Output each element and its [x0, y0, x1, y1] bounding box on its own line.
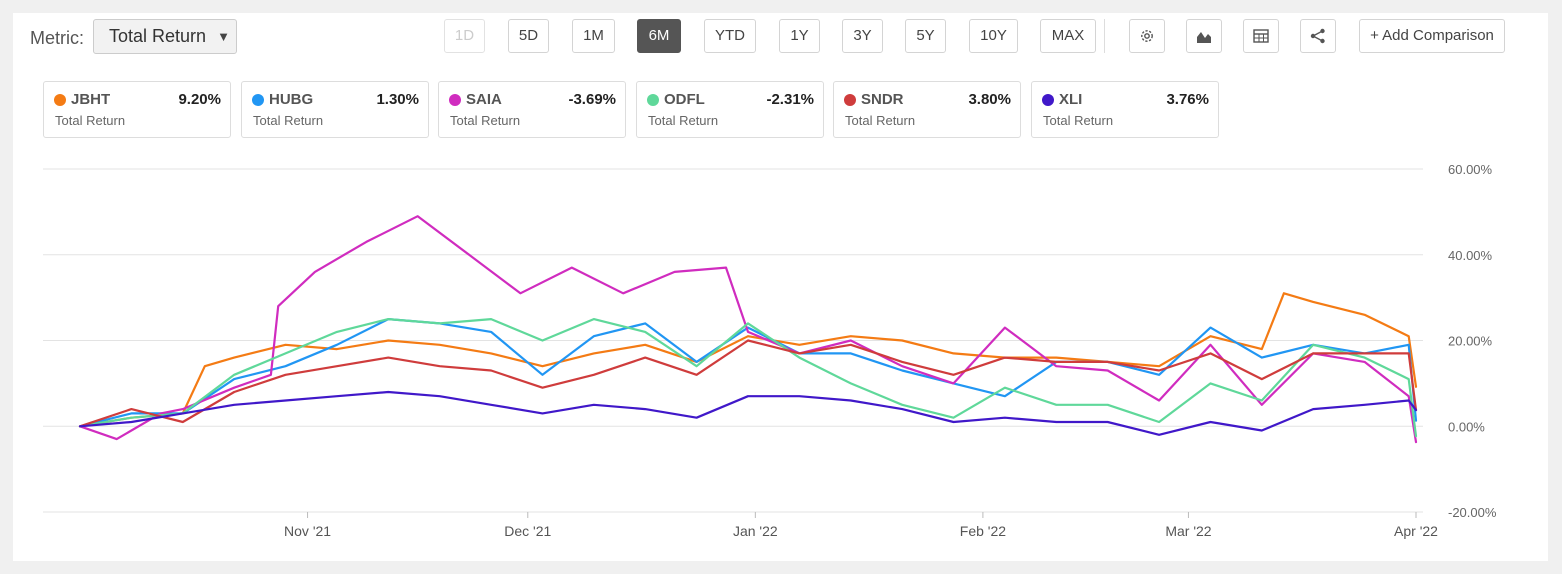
range-button-10y[interactable]: 10Y	[969, 19, 1018, 53]
ticker-return: -3.69%	[568, 91, 616, 108]
ticker-symbol: SNDR	[861, 91, 904, 108]
share-icon	[1310, 28, 1325, 44]
series-color-dot	[449, 94, 461, 106]
ticker-card-saia[interactable]: SAIA -3.69% Total Return	[438, 81, 626, 138]
ticker-return: 9.20%	[178, 91, 221, 108]
x-tick-label: Feb '22	[960, 523, 1006, 539]
x-tick-label: Dec '21	[504, 523, 551, 539]
ticker-return: -2.31%	[766, 91, 814, 108]
ticker-metric-label: Total Return	[845, 113, 916, 128]
ticker-card-jbht[interactable]: JBHT 9.20% Total Return	[43, 81, 231, 138]
table-view-button[interactable]	[1243, 19, 1279, 53]
add-comparison-button[interactable]: + Add Comparison	[1359, 19, 1505, 53]
y-tick-label: 40.00%	[1448, 248, 1493, 263]
series-color-dot	[647, 94, 659, 106]
toolbar-divider	[1104, 19, 1105, 53]
dropdown-arrow-icon: ▼	[217, 29, 230, 44]
series-color-dot	[54, 94, 66, 106]
series-line-xli	[78, 390, 1418, 436]
x-tick-label: Apr '22	[1394, 523, 1438, 539]
range-button-6m[interactable]: 6M	[637, 19, 681, 53]
range-button-max[interactable]: MAX	[1040, 19, 1096, 53]
x-tick-label: Jan '22	[733, 523, 778, 539]
series-line-saia	[78, 215, 1418, 444]
series-color-dot	[844, 94, 856, 106]
range-button-ytd[interactable]: YTD	[704, 19, 756, 53]
chart-type-button[interactable]	[1186, 19, 1222, 53]
ticker-card-odfl[interactable]: ODFL -2.31% Total Return	[636, 81, 824, 138]
ticker-metric-label: Total Return	[55, 113, 126, 128]
range-button-5d[interactable]: 5D	[508, 19, 549, 53]
y-tick-label: 60.00%	[1448, 162, 1493, 177]
table-icon	[1253, 29, 1269, 43]
ticker-symbol: XLI	[1059, 91, 1083, 108]
ticker-metric-label: Total Return	[253, 113, 324, 128]
range-button-1d[interactable]: 1D	[444, 19, 485, 53]
ticker-symbol: SAIA	[466, 91, 502, 108]
range-button-5y[interactable]: 5Y	[905, 19, 946, 53]
settings-button[interactable]	[1129, 19, 1165, 53]
y-tick-label: 0.00%	[1448, 419, 1485, 434]
range-button-1y[interactable]: 1Y	[779, 19, 820, 53]
ticker-symbol: ODFL	[664, 91, 705, 108]
ticker-symbol: JBHT	[71, 91, 111, 108]
metric-select[interactable]: Total Return ▼	[93, 19, 237, 54]
range-button-3y[interactable]: 3Y	[842, 19, 883, 53]
series-line-sndr	[78, 339, 1418, 428]
ticker-card-hubg[interactable]: HUBG 1.30% Total Return	[241, 81, 429, 138]
series-line-jbht	[78, 292, 1418, 428]
mountain-chart-icon	[1197, 32, 1211, 43]
ticker-return: 1.30%	[376, 91, 419, 108]
x-tick-label: Mar '22	[1165, 523, 1211, 539]
ticker-return: 3.76%	[1166, 91, 1209, 108]
ticker-return: 3.80%	[968, 91, 1011, 108]
ticker-card-sndr[interactable]: SNDR 3.80% Total Return	[833, 81, 1021, 138]
y-tick-label: 20.00%	[1448, 334, 1493, 349]
ticker-metric-label: Total Return	[1043, 113, 1114, 128]
series-color-dot	[252, 94, 264, 106]
ticker-metric-label: Total Return	[648, 113, 719, 128]
series-color-dot	[1042, 94, 1054, 106]
ticker-metric-label: Total Return	[450, 113, 521, 128]
series-line-odfl	[78, 318, 1418, 438]
ticker-symbol: HUBG	[269, 91, 314, 108]
metric-label: Metric:	[30, 28, 84, 48]
x-tick-label: Nov '21	[284, 523, 331, 539]
ticker-card-xli[interactable]: XLI 3.76% Total Return	[1031, 81, 1219, 138]
share-button[interactable]	[1300, 19, 1336, 53]
metric-select-value: Total Return	[109, 26, 207, 46]
y-tick-label: -20.00%	[1448, 505, 1497, 520]
gear-icon	[1141, 30, 1153, 42]
range-button-1m[interactable]: 1M	[572, 19, 615, 53]
